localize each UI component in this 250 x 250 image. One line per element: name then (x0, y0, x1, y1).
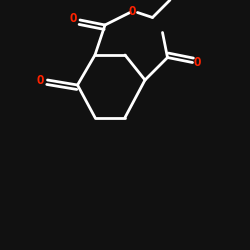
Text: O: O (129, 5, 136, 18)
Text: O: O (36, 74, 44, 86)
Text: O: O (70, 12, 78, 25)
Text: O: O (194, 56, 201, 69)
